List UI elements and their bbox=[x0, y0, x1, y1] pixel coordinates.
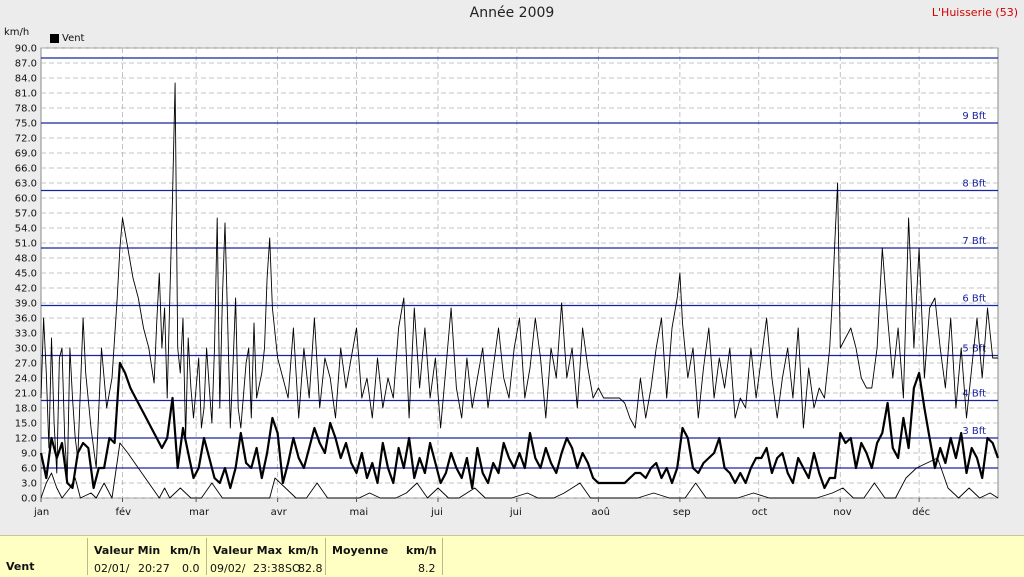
x-tick-label: aoû bbox=[591, 506, 610, 518]
avg-header: Moyenne bbox=[332, 544, 389, 557]
x-tick-label: nov bbox=[833, 507, 851, 518]
max-direction: SO bbox=[285, 562, 301, 575]
series-line-extreme bbox=[40, 82, 998, 479]
y-tick-label: 51.0 bbox=[15, 239, 37, 250]
y-tick-label: 87.0 bbox=[15, 59, 37, 70]
series-line-extreme bbox=[40, 442, 999, 499]
y-tick-label: 0.0 bbox=[21, 494, 37, 505]
stats-row-label: Vent bbox=[6, 560, 35, 573]
y-tick-label: 63.0 bbox=[15, 179, 37, 190]
y-tick-label: 33.0 bbox=[15, 329, 37, 340]
y-tick-label: 12.0 bbox=[15, 434, 37, 445]
min-date: 02/01/ bbox=[94, 562, 130, 575]
y-tick-label: 36.0 bbox=[15, 314, 37, 325]
stats-footer: Vent Valeur Min km/h 02/01/ 20:27 0.0 Va… bbox=[0, 535, 1024, 577]
x-tick-label: déc bbox=[912, 506, 930, 518]
chart-title: Année 2009 bbox=[469, 5, 555, 21]
beaufort-label: 5 Bft bbox=[962, 344, 986, 355]
avg-unit: km/h bbox=[406, 544, 437, 557]
legend-label: Vent bbox=[62, 33, 85, 44]
y-tick-label: 72.0 bbox=[15, 134, 37, 145]
x-tick-label: oct bbox=[752, 507, 768, 518]
y-tick-label: 57.0 bbox=[15, 209, 37, 220]
y-tick-label: 6.0 bbox=[21, 464, 37, 475]
x-tick-label: avr bbox=[271, 507, 288, 518]
min-header: Valeur Min bbox=[94, 544, 161, 557]
y-tick-label: 27.0 bbox=[15, 359, 37, 370]
x-tick-label: mai bbox=[349, 507, 368, 518]
legend: Vent bbox=[50, 33, 84, 44]
max-value: 82.8 bbox=[298, 562, 323, 575]
beaufort-label: 7 Bft bbox=[962, 236, 986, 247]
y-tick-label: 39.0 bbox=[15, 299, 37, 310]
max-time: 23:38 bbox=[253, 562, 285, 575]
y-tick-label: 90.0 bbox=[15, 44, 37, 55]
y-tick-label: 42.0 bbox=[15, 284, 37, 295]
y-tick-label: 15.0 bbox=[15, 419, 37, 430]
y-tick-label: 18.0 bbox=[15, 404, 37, 415]
min-time: 20:27 bbox=[138, 562, 170, 575]
y-tick-label: 66.0 bbox=[15, 164, 37, 175]
y-tick-label: 84.0 bbox=[15, 74, 37, 85]
y-tick-label: 54.0 bbox=[15, 224, 37, 235]
x-tick-label: fév bbox=[116, 506, 132, 518]
y-tick-label: 21.0 bbox=[15, 389, 37, 400]
x-tick-label: sep bbox=[673, 507, 691, 518]
avg-value: 8.2 bbox=[418, 562, 436, 575]
y-tick-label: 60.0 bbox=[15, 194, 37, 205]
y-axis-unit: km/h bbox=[4, 27, 30, 38]
y-tick-label: 9.0 bbox=[21, 449, 37, 460]
y-tick-label: 81.0 bbox=[15, 89, 37, 100]
y-tick-label: 75.0 bbox=[15, 119, 37, 130]
beaufort-label: 4 Bft bbox=[962, 389, 986, 400]
max-date: 09/02/ bbox=[210, 562, 246, 575]
min-stats-box: Valeur Min km/h 02/01/ 20:27 0.0 bbox=[87, 538, 206, 575]
max-stats-box: Valeur Max km/h 09/02/ 23:38 SO 82.8 bbox=[206, 538, 325, 575]
y-tick-label: 69.0 bbox=[15, 149, 37, 160]
beaufort-label: 8 Bft bbox=[962, 179, 986, 190]
x-tick-label: jui bbox=[509, 507, 522, 518]
series-line-mean bbox=[39, 361, 1000, 490]
x-tick-label: jui bbox=[430, 507, 443, 518]
wind-chart: 3 Bft 4 Bft 5 Bft 6 Bft 7 Bft 8 Bft 9 Bft 0.0 3… bbox=[15, 44, 1000, 518]
y-tick-label: 30.0 bbox=[15, 344, 37, 355]
avg-stats-box: Moyenne km/h 8.2 bbox=[325, 538, 443, 575]
x-tick-label: mar bbox=[189, 507, 210, 518]
y-tick-label: 24.0 bbox=[15, 374, 37, 385]
station-name: L'Huisserie (53) bbox=[931, 6, 1018, 19]
min-value: 0.0 bbox=[182, 562, 200, 575]
y-tick-label: 45.0 bbox=[15, 269, 37, 280]
beaufort-label: 9 Bft bbox=[962, 111, 986, 122]
min-unit: km/h bbox=[170, 544, 201, 557]
y-tick-label: 3.0 bbox=[21, 479, 37, 490]
beaufort-label: 3 Bft bbox=[962, 426, 986, 437]
x-tick-label: jan bbox=[33, 507, 49, 518]
y-tick-label: 48.0 bbox=[15, 254, 37, 265]
max-unit: km/h bbox=[288, 544, 319, 557]
max-header: Valeur Max bbox=[213, 544, 283, 557]
legend-swatch bbox=[50, 34, 59, 43]
beaufort-label: 6 Bft bbox=[962, 294, 986, 305]
y-tick-label: 78.0 bbox=[15, 104, 37, 115]
